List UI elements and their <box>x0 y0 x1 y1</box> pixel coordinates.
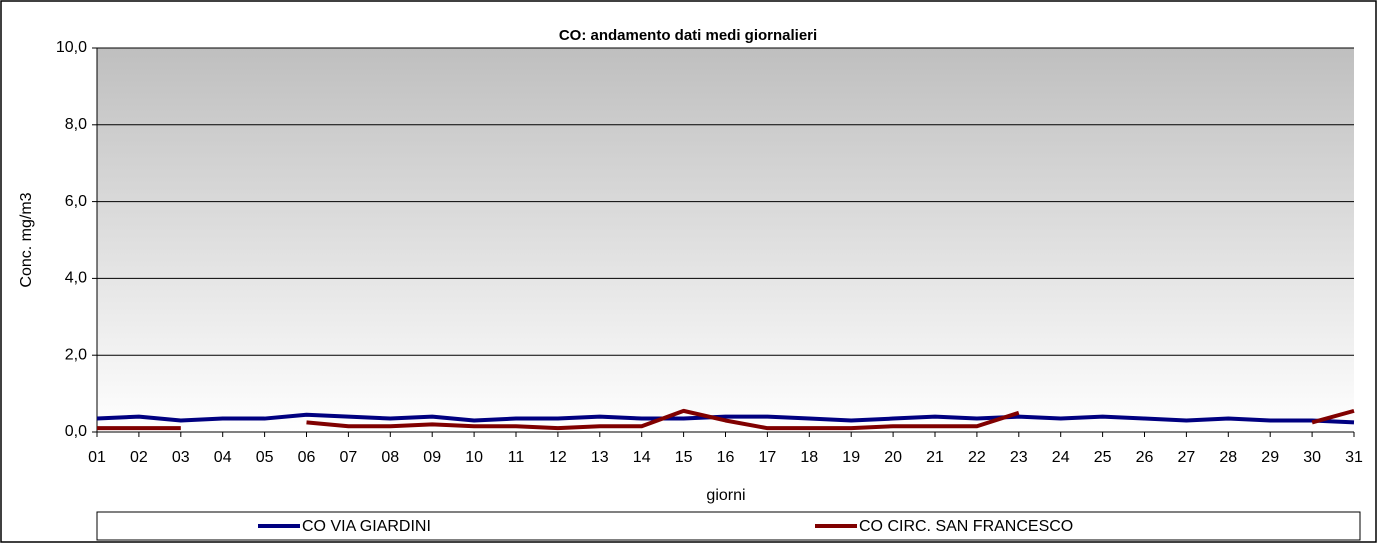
x-tick-label: 28 <box>1219 449 1237 466</box>
x-tick-label: 24 <box>1052 449 1070 466</box>
x-tick-label: 09 <box>423 449 441 466</box>
y-axis-label: Conc. mg/m3 <box>18 192 35 287</box>
x-tick-label: 10 <box>465 449 483 466</box>
x-tick-label: 25 <box>1094 449 1112 466</box>
y-tick-label: 8,0 <box>65 116 87 133</box>
y-tick-label: 6,0 <box>65 193 87 210</box>
chart-title: CO: andamento dati medi giornalieri <box>559 27 817 44</box>
series-line <box>97 408 1355 431</box>
x-tick-label: 02 <box>130 449 148 466</box>
x-tick-label: 01 <box>88 449 106 466</box>
y-tick-label: 10,0 <box>56 39 87 56</box>
x-tick-label: 22 <box>968 449 986 466</box>
series-line <box>96 412 1355 425</box>
x-tick-label: 30 <box>1303 449 1321 466</box>
x-tick-label: 14 <box>633 449 651 466</box>
legend-label: CO VIA GIARDINI <box>302 518 431 535</box>
plot-area <box>97 48 1354 432</box>
x-tick-label: 13 <box>591 449 609 466</box>
x-tick-label: 11 <box>508 449 525 466</box>
y-tick-label: 0,0 <box>65 423 87 440</box>
x-tick-label: 08 <box>381 449 399 466</box>
x-tick-label: 31 <box>1345 449 1363 466</box>
y-tick-label: 2,0 <box>65 346 87 363</box>
x-tick-label: 16 <box>717 449 735 466</box>
x-tick-label: 06 <box>298 449 316 466</box>
x-tick-label: 05 <box>256 449 274 466</box>
x-tick-label: 21 <box>926 449 944 466</box>
x-tick-label: 23 <box>1010 449 1028 466</box>
legend-label: CO CIRC. SAN FRANCESCO <box>859 518 1073 535</box>
x-tick-label: 15 <box>675 449 693 466</box>
y-tick-label: 4,0 <box>65 270 87 287</box>
x-tick-label: 27 <box>1178 449 1196 466</box>
x-tick-label: 26 <box>1136 449 1154 466</box>
x-axis-label: giorni <box>706 487 745 504</box>
x-tick-label: 17 <box>759 449 777 466</box>
legend <box>96 511 1361 541</box>
x-tick-label: 07 <box>340 449 358 466</box>
x-tick-label: 29 <box>1261 449 1279 466</box>
x-tick-label: 19 <box>842 449 860 466</box>
x-tick-label: 04 <box>214 449 232 466</box>
x-tick-label: 03 <box>172 449 190 466</box>
x-tick-label: 12 <box>549 449 567 466</box>
x-tick-label: 20 <box>884 449 902 466</box>
x-tick-label: 18 <box>800 449 818 466</box>
